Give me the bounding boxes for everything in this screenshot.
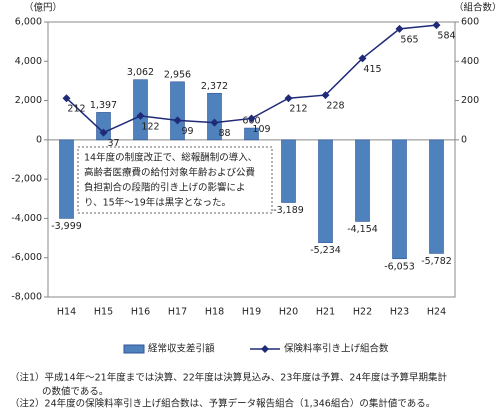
annotation-box (77, 146, 273, 214)
x-tick-label: H17 (168, 307, 187, 318)
y-tick-label: -6,000 (11, 252, 42, 263)
bar-value-label: -5,234 (310, 245, 341, 256)
y-tick-label: 2,000 (15, 95, 42, 106)
x-tick-label: H16 (131, 307, 150, 318)
y-unit: （億円） (24, 2, 62, 14)
y-tick-label: 0 (36, 134, 42, 145)
line-value-label: 228 (326, 101, 344, 112)
line-value-label: 565 (400, 34, 418, 45)
annotation-text: 負担割合の段階的引き上げの影響によ (84, 182, 246, 194)
note: （注2）24年度の保険料率引き上げ組合数は、予算データ報告組合（1,346組合）… (10, 398, 435, 409)
y-tick-label: -8,000 (11, 292, 42, 303)
bar-value-label: -3,999 (51, 221, 82, 232)
line-marker (173, 116, 182, 125)
y2-tick-label: 600 (461, 17, 479, 28)
bar-value-label: -6,053 (384, 261, 415, 272)
x-tick-label: H20 (279, 307, 298, 318)
bar (281, 139, 296, 203)
y-tick-label: 6,000 (15, 17, 42, 28)
bar (59, 139, 74, 219)
line-value-label: 415 (363, 64, 381, 75)
bar (133, 79, 148, 141)
x-tick-label: H22 (353, 307, 372, 318)
y-tick-label: -2,000 (11, 174, 42, 185)
legend-swatch (261, 345, 269, 353)
line-value-label: 212 (67, 104, 85, 115)
bar-value-label: -4,154 (347, 224, 378, 235)
line-marker (99, 128, 108, 137)
note: （注1）平成14年～21年度までは決算、22年度は決算見込み、23年度は予算、2… (10, 372, 447, 384)
bar (170, 81, 185, 141)
line-value-label: 99 (181, 126, 193, 137)
line-marker (247, 114, 256, 123)
bar (355, 139, 370, 222)
bar (429, 139, 444, 254)
line-marker (321, 91, 330, 100)
x-tick-label: H18 (205, 307, 224, 318)
annotation-text: 14年度の制度改正で、総報酬制の導入、 (84, 152, 257, 164)
x-tick-label: H23 (390, 307, 409, 318)
annotation-text: り、15年～19年は黒字となった。 (84, 197, 231, 209)
bar (244, 127, 259, 141)
bar-value-label: -3,189 (273, 205, 304, 216)
bar-value-label: 2,956 (164, 69, 191, 80)
line-value-label: 37 (107, 138, 119, 149)
y-tick-label: 4,000 (15, 56, 42, 67)
line-marker (284, 94, 293, 103)
line-value-label: 122 (141, 121, 159, 132)
line-marker (210, 118, 219, 127)
bar-value-label: -5,782 (421, 256, 452, 267)
legend-label: 保険料率引き上げ組合数 (284, 343, 389, 355)
x-tick-label: H21 (316, 307, 335, 318)
y2-unit: （組合数） (454, 2, 500, 14)
y2-tick-label: 200 (461, 95, 479, 106)
y2-tick-label: 400 (461, 56, 479, 67)
x-tick-label: H15 (94, 307, 113, 318)
bar (207, 92, 222, 141)
bar (392, 139, 407, 260)
line-marker (136, 111, 145, 120)
line-value-label: 212 (289, 104, 307, 115)
x-tick-label: H24 (427, 307, 446, 318)
plot-frame (47, 21, 456, 298)
annotation-text: 高齢者医療費の給付対象年齢および公費 (84, 167, 255, 179)
line-marker (432, 21, 441, 30)
legend-label: 経常収支差引額 (148, 343, 215, 355)
line-marker (395, 24, 404, 33)
line-value-label: 88 (218, 128, 230, 139)
line-value-label: 584 (437, 31, 455, 42)
y-tick-label: -4,000 (11, 213, 42, 224)
note: の数値である。 (42, 386, 108, 398)
legend-swatch (123, 344, 145, 354)
bar-value-label: 3,062 (127, 67, 154, 78)
line-marker (358, 54, 367, 63)
line-marker (62, 94, 71, 103)
y2-tick-label: 0 (461, 134, 467, 145)
line-value-label: 109 (252, 124, 270, 135)
bar-value-label: 1,397 (90, 100, 117, 111)
bar-value-label: 2,372 (201, 81, 228, 92)
x-tick-label: H19 (242, 307, 261, 318)
bar (318, 139, 333, 243)
x-tick-label: H14 (57, 307, 76, 318)
